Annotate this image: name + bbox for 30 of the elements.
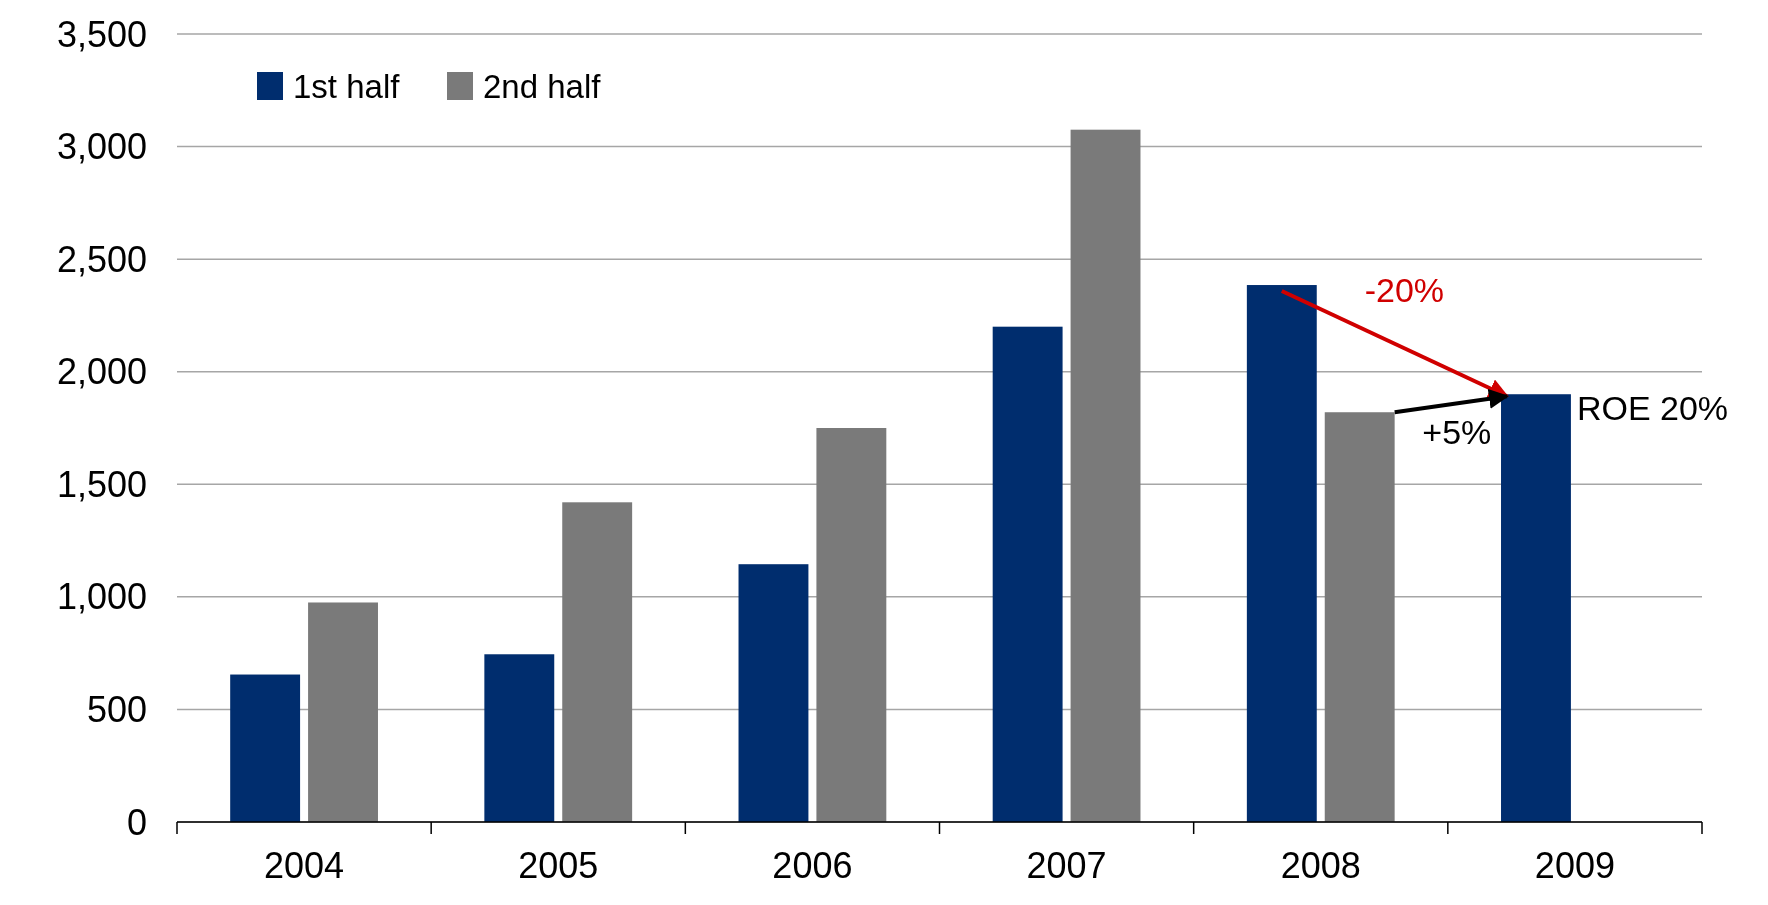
- x-tick-label: 2005: [518, 845, 599, 886]
- x-tick-label: 2007: [1026, 845, 1107, 886]
- bar: [1070, 129, 1141, 822]
- bar: [1246, 285, 1317, 822]
- y-tick-label: 500: [86, 689, 147, 731]
- annotation: -20%: [1364, 270, 1445, 309]
- x-tick-label: 2004: [264, 845, 345, 886]
- bar: [1501, 394, 1571, 822]
- x-tick-label: 2006: [772, 845, 853, 886]
- y-tick-label: 3,000: [56, 126, 147, 168]
- y-tick-label: 3,500: [56, 13, 147, 55]
- bar: [230, 674, 301, 822]
- bar: [484, 654, 555, 822]
- x-tick-label: 2009: [1534, 845, 1615, 886]
- annotation: +5%: [1422, 413, 1492, 452]
- bar: [816, 428, 887, 822]
- y-tick-label: 0: [126, 801, 147, 843]
- legend-label: 1st half: [293, 67, 401, 105]
- y-tick-label: 2,000: [56, 351, 147, 393]
- bar: [308, 602, 378, 822]
- y-tick-label: 1,000: [56, 576, 147, 618]
- bar: [738, 564, 809, 822]
- legend-label: 2nd half: [483, 67, 602, 105]
- bar: [992, 326, 1063, 822]
- y-tick-label: 2,500: [56, 238, 147, 280]
- bar: [562, 502, 633, 822]
- y-tick-label: 1,500: [56, 463, 147, 505]
- x-tick-label: 2008: [1280, 845, 1361, 886]
- bar: [1324, 412, 1395, 822]
- annotation: ROE 20%: [1576, 389, 1729, 428]
